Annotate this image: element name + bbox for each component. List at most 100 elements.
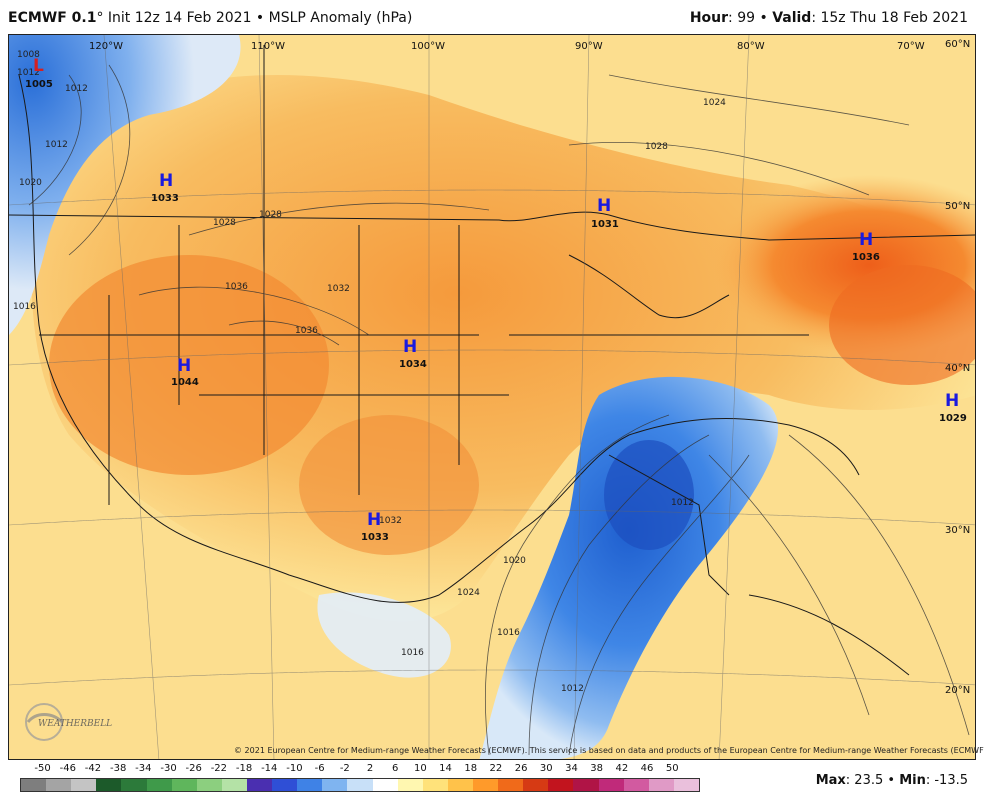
lat-label: 40°N: [945, 363, 970, 374]
graticule-line: [9, 509, 975, 526]
colorbar-tick-label: -14: [261, 763, 278, 774]
colorbar-tick-label: 14: [439, 763, 452, 774]
high-marker: H: [859, 230, 873, 250]
isobar: [188, 202, 490, 236]
colorbar-swatch: [71, 779, 97, 791]
colorbar-tick-label: 42: [615, 763, 629, 774]
colorbar-swatch: [523, 779, 549, 791]
colorbar-tick-label: -46: [59, 763, 76, 774]
colorbar-swatch: [573, 779, 599, 791]
colorbar-swatch: [46, 779, 72, 791]
degree-symbol: °: [96, 10, 104, 26]
isobars: [28, 64, 970, 756]
high-marker: H: [367, 510, 381, 530]
colorbar-swatch: [598, 779, 624, 791]
lon-label: 110°W: [251, 41, 285, 52]
isobar-label: 1012: [561, 684, 584, 694]
ecmwf-credit: © 2021 European Centre for Medium-range …: [234, 746, 984, 755]
colorbar-tick-label: 6: [391, 763, 399, 774]
colorbar-swatch: [372, 779, 398, 791]
isobar-label: 1028: [213, 218, 236, 228]
high-center: H 1031: [591, 196, 619, 230]
high-value: 1029: [939, 413, 967, 424]
colorbar-tick-label: -18: [235, 763, 253, 774]
map-title: ECMWF 0.1° Init 12z 14 Feb 2021 • MSLP A…: [8, 10, 412, 26]
isobar-label: 1008: [17, 50, 40, 60]
high-marker: H: [159, 171, 173, 191]
colorbar-swatch: [272, 779, 298, 791]
colorbar-tick-label: -22: [210, 763, 228, 774]
isobar-label: 1028: [645, 142, 668, 152]
isobar-label: 1012: [45, 140, 68, 150]
lon-label: 70°W: [897, 41, 925, 52]
isobar-label: 1012: [65, 84, 88, 94]
colorbar-swatch: [347, 779, 373, 791]
low-center: L 1005: [25, 56, 53, 90]
lat-label: 30°N: [945, 525, 970, 536]
canada-border: [9, 211, 975, 241]
isobar-label: 1024: [457, 588, 480, 598]
high-value: 1034: [399, 359, 427, 370]
caribbean: [748, 594, 910, 676]
isobar-label: 1024: [703, 98, 726, 108]
isobar-label: 1028: [259, 210, 282, 220]
graticule-line: [9, 349, 975, 366]
colorbar-swatch: [673, 779, 699, 791]
cold-core-georgia: [604, 440, 694, 550]
min-label: Min: [899, 773, 926, 788]
colorbar-tick-label: 34: [565, 763, 578, 774]
lon-label: 100°W: [411, 41, 445, 52]
graticule-line: [258, 35, 275, 759]
valid-time: Hour: 99 • Valid: 15z Thu 18 Feb 2021: [690, 10, 968, 26]
colorbar-tick-label: -2: [339, 763, 350, 774]
colorbar-swatch: [472, 779, 499, 791]
colorbar-tick-label: 10: [413, 763, 427, 774]
colorbar-labels: -50 -46 -42 -38 -34 -30 -26 -22 -18 -14 -10 -6 -2 2 6 1…: [20, 763, 700, 777]
isobar-label: 1020: [503, 556, 526, 566]
colorbar-swatch: [221, 779, 247, 791]
colorbar-swatch: [648, 779, 674, 791]
isobar-label: 1016: [497, 628, 520, 638]
isobar-label: 1016: [401, 648, 424, 658]
colorbar-swatch: [171, 779, 197, 791]
colorbar-swatch: [146, 779, 172, 791]
colorbar-tick-label: 22: [489, 763, 503, 774]
us-coast: [18, 74, 860, 603]
colorbar-swatch: [297, 779, 323, 791]
graticule-line: [9, 669, 975, 686]
colorbar-tick-label: -26: [185, 763, 202, 774]
colorbar-swatch: [548, 779, 574, 791]
florida: [608, 454, 730, 596]
lat-label: 50°N: [945, 201, 970, 212]
colorbar-tick-label: 2: [366, 763, 374, 774]
isobar-label: 1036: [295, 326, 318, 336]
lon-label: 80°W: [737, 41, 765, 52]
high-value: 1044: [171, 377, 199, 388]
map-panel: 120°W 110°W 100°W 90°W 80°W 70°W 60°N 50…: [8, 34, 976, 760]
colorbar-tick-label: 50: [665, 763, 679, 774]
isobar-label: 1020: [19, 178, 42, 188]
colorbar-tick-label: -38: [109, 763, 127, 774]
high-center: H 1036: [852, 230, 880, 263]
coastlines-and-borders: [9, 45, 975, 676]
init-text: Init 12z 14 Feb 2021 • MSLP Anomaly (hPa…: [103, 10, 413, 26]
colorbar-tick-label: 38: [590, 763, 604, 774]
high-center: H 1029: [939, 391, 967, 424]
graticule-line: [573, 35, 590, 759]
lat-label: 20°N: [945, 685, 970, 696]
isobar-label: 1016: [13, 302, 36, 312]
colorbar-swatch: [96, 779, 122, 791]
colorbar-tick-label: 18: [464, 763, 478, 774]
colorbar-swatch: [498, 779, 524, 791]
graticule-line: [103, 35, 160, 759]
isobar: [788, 434, 970, 736]
colorbar-tick-label: 46: [640, 763, 654, 774]
max-label: Max: [815, 773, 846, 788]
isobar: [568, 454, 750, 756]
colorbar-swatch: [21, 779, 47, 791]
colorbar-tick-label: -50: [34, 763, 51, 774]
cold-anomaly-southeast: [479, 376, 779, 759]
valid-label: Valid: [772, 10, 812, 26]
high-marker: H: [177, 356, 191, 376]
isobar-label: 1012: [671, 498, 694, 508]
